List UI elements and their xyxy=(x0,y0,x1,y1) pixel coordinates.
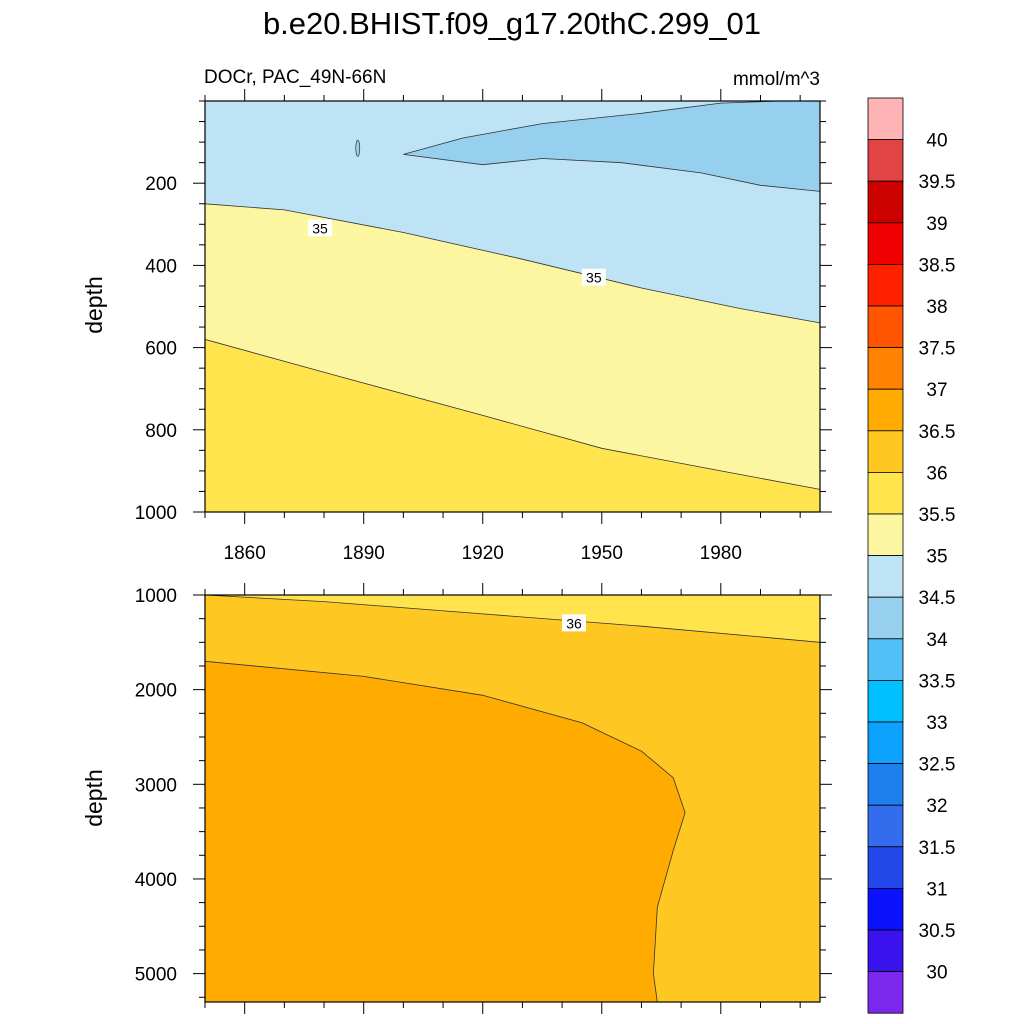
contour-label-bg xyxy=(562,614,586,632)
plot-frame xyxy=(204,594,821,1003)
colorbar-label: 38.5 xyxy=(919,255,956,276)
x-tick-label: 1920 xyxy=(462,543,504,564)
region-34-34.5-patch xyxy=(355,139,361,157)
colorbar-label: 39.5 xyxy=(919,172,956,193)
colorbar-label: 36.5 xyxy=(919,422,956,443)
colorbar-box xyxy=(867,180,904,224)
units-label: mmol/m^3 xyxy=(733,69,820,90)
colorbar-box xyxy=(867,929,904,972)
variable-subtitle: DOCr, PAC_49N-66N xyxy=(204,67,386,88)
colorbar-label: 40 xyxy=(926,131,947,152)
y-tick-label: 4000 xyxy=(135,870,177,891)
upper-panel: 35 35 1860 1890 1920 1950 1980 200 400 600 800 1000… xyxy=(81,89,832,564)
x-tick-label: 1980 xyxy=(700,543,742,564)
colorbar-label: 33.5 xyxy=(919,671,956,692)
contour-label: 36 xyxy=(566,615,582,631)
colorbar-box xyxy=(867,305,904,348)
contour-fills xyxy=(205,101,820,512)
colorbar-label: 37.5 xyxy=(919,339,956,360)
chart-title: b.e20.BHIST.f09_g17.20thC.299_01 xyxy=(262,6,762,41)
x-tick-label: 1860 xyxy=(224,543,266,564)
y-tick-label: 5000 xyxy=(135,965,177,986)
lower-panel: 36 1000 2000 3000 4000 5000 depth xyxy=(81,583,832,1014)
colorbar-box xyxy=(867,638,904,681)
colorbar-label: 31 xyxy=(926,879,947,900)
y-tick-label: 200 xyxy=(145,174,177,195)
colorbar-label: 32.5 xyxy=(919,755,956,776)
colorbar-box xyxy=(867,680,904,723)
colorbar-label: 31.5 xyxy=(919,838,956,859)
colorbar-label: 38 xyxy=(926,297,947,318)
colorbar-label: 30 xyxy=(926,963,947,984)
contour-label-bg xyxy=(581,268,606,286)
colorbar-box xyxy=(867,846,904,889)
colorbar-box xyxy=(867,347,904,390)
y-tick-label: 1000 xyxy=(135,503,177,524)
contour-fills xyxy=(205,595,820,1002)
y-tick-label: 400 xyxy=(145,256,177,277)
contour-line xyxy=(205,660,686,1002)
colorbar-box xyxy=(867,721,904,764)
colorbar-label: 36 xyxy=(926,463,947,484)
colorbar-box xyxy=(867,596,904,640)
region-34-34.5 xyxy=(403,101,820,192)
colorbar-box xyxy=(867,971,904,1014)
y-tick-label: 3000 xyxy=(135,775,177,796)
region-35.5-36 xyxy=(205,595,820,643)
colorbar-label: 37 xyxy=(926,380,947,401)
colorbar-box xyxy=(867,430,904,473)
y-tick-label: 800 xyxy=(145,421,177,442)
y-tick-label: 1000 xyxy=(135,586,177,607)
region-36.5-37 xyxy=(205,661,686,1002)
colorbar-label: 35.5 xyxy=(919,505,956,526)
colorbar-label: 35 xyxy=(926,547,947,568)
colorbar-box xyxy=(867,888,904,931)
contour-line xyxy=(205,203,820,324)
contour-line xyxy=(205,595,820,643)
contour-label: 35 xyxy=(586,270,602,286)
colorbar-label: 33 xyxy=(926,713,947,734)
colorbar-label: 30.5 xyxy=(919,921,956,942)
colorbar-box xyxy=(867,139,904,182)
colorbar-box xyxy=(867,388,904,432)
colorbar-label: 34 xyxy=(926,630,948,651)
colorbar-label: 32 xyxy=(926,796,947,817)
colorbar-label: 39 xyxy=(926,214,947,235)
contour-line xyxy=(205,339,820,490)
y-tick-label: 600 xyxy=(145,339,177,360)
colorbar-box xyxy=(867,804,904,848)
colorbar-box xyxy=(867,97,904,140)
contour-line xyxy=(403,101,820,192)
colorbar-box xyxy=(867,222,904,265)
colorbar-box xyxy=(867,263,904,307)
colorbar-box xyxy=(867,555,904,598)
contour-label-bg xyxy=(308,219,333,237)
contour-label: 35 xyxy=(312,220,328,236)
x-tick-label: 1950 xyxy=(581,543,623,564)
x-tick-label: 1890 xyxy=(343,543,385,564)
y-axis-label: depth xyxy=(81,276,107,334)
colorbar-box xyxy=(867,763,904,806)
colorbar: 40 39.5 39 38.5 38 37.5 37 36.5 36 35.5 35 34.5 34 33… xyxy=(867,97,956,1014)
colorbar-box xyxy=(867,471,904,515)
y-axis-label: depth xyxy=(81,769,107,827)
colorbar-label: 34.5 xyxy=(919,588,956,609)
y-tick-label: 2000 xyxy=(135,681,177,702)
colorbar-box xyxy=(867,513,904,556)
